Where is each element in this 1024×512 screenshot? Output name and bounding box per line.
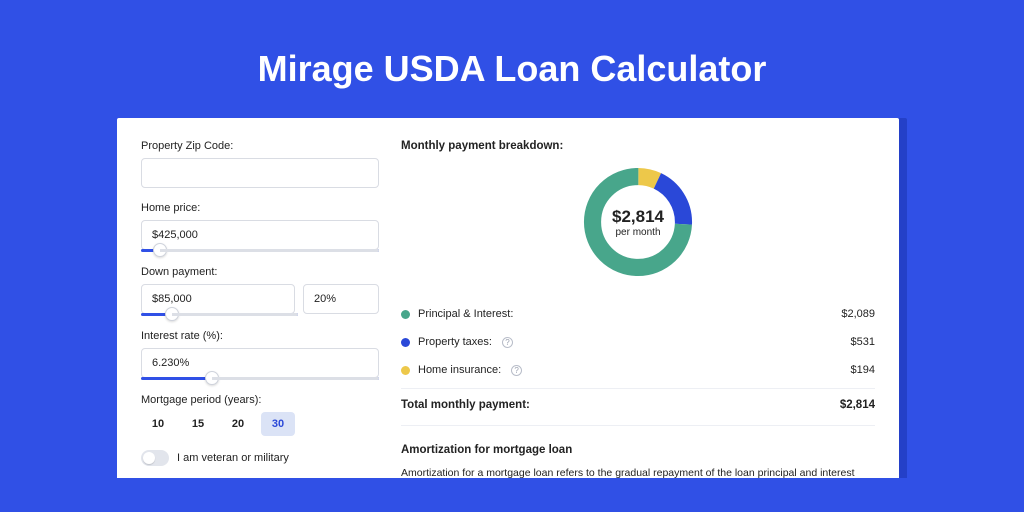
period-btn-10[interactable]: 10 — [141, 412, 175, 436]
veteran-label: I am veteran or military — [177, 452, 289, 464]
legend-value: $194 — [851, 364, 875, 376]
mortgage-period-buttons: 10152030 — [141, 412, 379, 436]
period-btn-20[interactable]: 20 — [221, 412, 255, 436]
legend-label: Property taxes: — [418, 336, 492, 348]
inputs-column: Property Zip Code: Home price: Down paym… — [141, 140, 379, 478]
legend-list: Principal & Interest: $2,089 Property taxe… — [401, 300, 875, 384]
legend-value: $531 — [851, 336, 875, 348]
donut-amount: $2,814 — [612, 207, 664, 227]
total-label: Total monthly payment: — [401, 399, 530, 411]
legend-dot — [401, 366, 410, 375]
home-price-input[interactable] — [141, 220, 379, 250]
interest-rate-field: Interest rate (%): — [141, 330, 379, 380]
donut-center: $2,814 per month — [578, 162, 698, 282]
legend-dot — [401, 338, 410, 347]
legend-left: Home insurance:? — [401, 364, 522, 376]
breakdown-column: Monthly payment breakdown: $2,814 per mo… — [401, 140, 875, 478]
legend-left: Principal & Interest: — [401, 308, 513, 320]
total-value: $2,814 — [840, 399, 875, 411]
interest-rate-label: Interest rate (%): — [141, 330, 379, 342]
legend-row: Home insurance:? $194 — [401, 356, 875, 384]
zip-label: Property Zip Code: — [141, 140, 379, 152]
legend-row: Property taxes:? $531 — [401, 328, 875, 356]
home-price-slider[interactable] — [141, 249, 379, 252]
down-payment-pct-input[interactable] — [303, 284, 379, 314]
down-payment-input[interactable] — [141, 284, 295, 314]
down-payment-field: Down payment: — [141, 266, 379, 316]
down-payment-label: Down payment: — [141, 266, 379, 278]
info-icon[interactable]: ? — [502, 337, 513, 348]
amortization-title: Amortization for mortgage loan — [401, 444, 875, 456]
payment-donut-chart: $2,814 per month — [578, 162, 698, 282]
mortgage-period-field: Mortgage period (years): 10152030 — [141, 394, 379, 436]
total-row: Total monthly payment: $2,814 — [401, 388, 875, 426]
breakdown-title: Monthly payment breakdown: — [401, 140, 875, 152]
veteran-toggle[interactable] — [141, 450, 169, 466]
home-price-field: Home price: — [141, 202, 379, 252]
veteran-row: I am veteran or military — [141, 450, 379, 466]
home-price-label: Home price: — [141, 202, 379, 214]
down-payment-slider[interactable] — [141, 313, 298, 316]
zip-input[interactable] — [141, 158, 379, 188]
amortization-text: Amortization for a mortgage loan refers … — [401, 466, 875, 478]
donut-wrap: $2,814 per month — [401, 162, 875, 282]
mortgage-period-label: Mortgage period (years): — [141, 394, 379, 406]
zip-field: Property Zip Code: — [141, 140, 379, 188]
legend-row: Principal & Interest: $2,089 — [401, 300, 875, 328]
legend-value: $2,089 — [841, 308, 875, 320]
veteran-toggle-knob — [143, 452, 155, 464]
legend-label: Principal & Interest: — [418, 308, 513, 320]
legend-left: Property taxes:? — [401, 336, 513, 348]
legend-label: Home insurance: — [418, 364, 501, 376]
calculator-card: Property Zip Code: Home price: Down paym… — [117, 118, 899, 478]
card-shadow: Property Zip Code: Home price: Down paym… — [117, 118, 907, 478]
info-icon[interactable]: ? — [511, 365, 522, 376]
page-root: Mirage USDA Loan Calculator Property Zip… — [0, 0, 1024, 478]
interest-rate-slider[interactable] — [141, 377, 379, 380]
donut-sub: per month — [615, 227, 660, 238]
period-btn-15[interactable]: 15 — [181, 412, 215, 436]
interest-rate-input[interactable] — [141, 348, 379, 378]
page-title: Mirage USDA Loan Calculator — [0, 48, 1024, 90]
period-btn-30[interactable]: 30 — [261, 412, 295, 436]
legend-dot — [401, 310, 410, 319]
